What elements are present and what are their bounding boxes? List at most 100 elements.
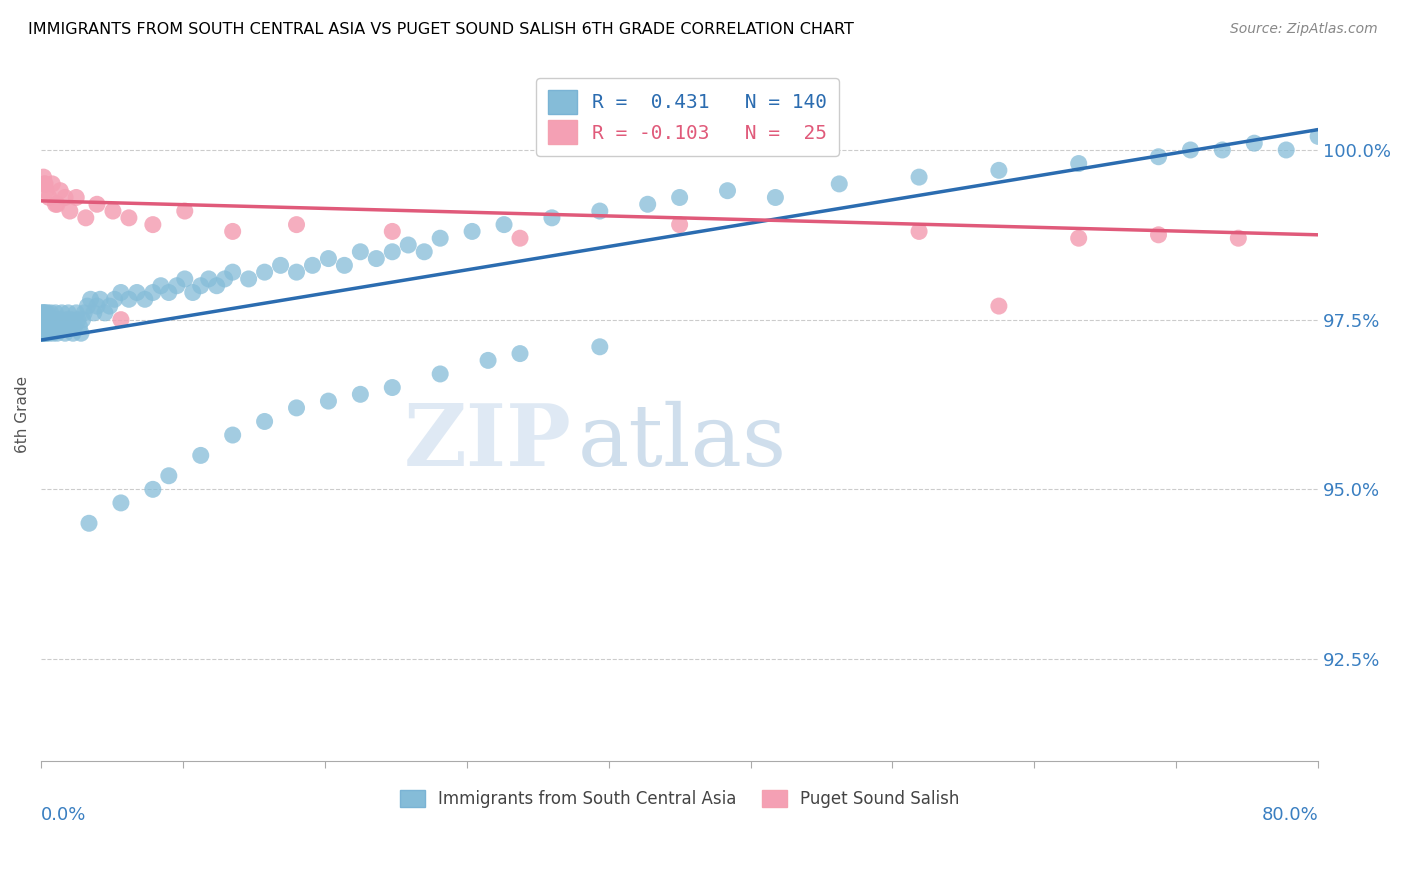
Point: [34, 177, 56, 191]
Point: [35, 184, 58, 198]
Text: 0.0%: 0.0%: [41, 805, 87, 824]
Point: [668, 190, 690, 204]
Text: IMMIGRANTS FROM SOUTH CENTRAL ASIA VS PUGET SOUND SALISH 6TH GRADE CORRELATION C: IMMIGRANTS FROM SOUTH CENTRAL ASIA VS PU…: [28, 22, 853, 37]
Point: [1211, 143, 1233, 157]
Point: [77, 516, 100, 531]
Point: [987, 163, 1010, 178]
Point: [66, 312, 89, 326]
Point: [461, 224, 484, 238]
Point: [37, 319, 59, 334]
Point: [716, 184, 738, 198]
Point: [318, 252, 340, 266]
Point: [1243, 136, 1265, 151]
Point: [70, 326, 93, 341]
Point: [37, 312, 59, 326]
Point: [94, 306, 117, 320]
Point: [31, 312, 53, 326]
Point: [32, 312, 55, 326]
Point: [166, 278, 188, 293]
Point: [48, 319, 70, 334]
Point: [1275, 143, 1298, 157]
Point: [45, 312, 67, 326]
Point: [1308, 129, 1330, 144]
Point: [110, 285, 132, 300]
Point: [134, 293, 156, 307]
Point: [37, 312, 59, 326]
Point: [49, 184, 72, 198]
Point: [51, 306, 73, 320]
Point: [31, 312, 53, 326]
Point: [73, 306, 96, 320]
Point: [101, 204, 124, 219]
Point: [333, 258, 356, 272]
Point: [301, 258, 323, 272]
Point: [492, 218, 515, 232]
Point: [44, 197, 66, 211]
Point: [221, 224, 243, 238]
Point: [32, 326, 55, 341]
Point: [987, 299, 1010, 313]
Point: [637, 197, 659, 211]
Point: [190, 278, 212, 293]
Point: [31, 319, 53, 334]
Point: [366, 252, 388, 266]
Point: [181, 285, 204, 300]
Point: [31, 319, 53, 334]
Text: ZIP: ZIP: [404, 401, 571, 484]
Point: [55, 312, 77, 326]
Point: [173, 272, 195, 286]
Point: [32, 319, 55, 334]
Point: [381, 224, 404, 238]
Point: [44, 306, 66, 320]
Point: [668, 218, 690, 232]
Point: [32, 319, 55, 334]
Point: [86, 299, 108, 313]
Point: [381, 244, 404, 259]
Text: Source: ZipAtlas.com: Source: ZipAtlas.com: [1230, 22, 1378, 37]
Point: [72, 312, 94, 326]
Point: [149, 278, 172, 293]
Point: [214, 272, 236, 286]
Point: [32, 312, 55, 326]
Point: [37, 306, 59, 320]
Point: [253, 265, 276, 279]
Point: [477, 353, 499, 368]
Point: [67, 319, 90, 334]
Point: [76, 299, 98, 313]
Point: [31, 319, 53, 334]
Legend: Immigrants from South Central Asia, Puget Sound Salish: Immigrants from South Central Asia, Puge…: [394, 783, 966, 814]
Point: [31, 326, 53, 341]
Point: [190, 449, 212, 463]
Point: [1147, 150, 1170, 164]
Point: [142, 218, 165, 232]
Point: [41, 312, 63, 326]
Point: [65, 306, 87, 320]
Point: [1067, 156, 1090, 170]
Point: [763, 190, 786, 204]
Point: [34, 306, 56, 320]
Point: [98, 299, 121, 313]
Point: [37, 319, 59, 334]
Point: [157, 468, 180, 483]
Point: [53, 190, 76, 204]
Point: [285, 218, 308, 232]
Point: [1067, 231, 1090, 245]
Point: [52, 319, 75, 334]
Point: [1227, 231, 1250, 245]
Point: [49, 312, 72, 326]
Point: [59, 319, 82, 334]
Point: [31, 326, 53, 341]
Point: [541, 211, 564, 225]
Point: [60, 312, 83, 326]
Point: [31, 306, 53, 320]
Point: [31, 312, 53, 326]
Point: [89, 293, 111, 307]
Point: [44, 319, 66, 334]
Point: [157, 285, 180, 300]
Point: [75, 211, 97, 225]
Point: [509, 346, 531, 360]
Point: [31, 306, 53, 320]
Point: [32, 326, 55, 341]
Point: [221, 428, 243, 442]
Point: [221, 265, 243, 279]
